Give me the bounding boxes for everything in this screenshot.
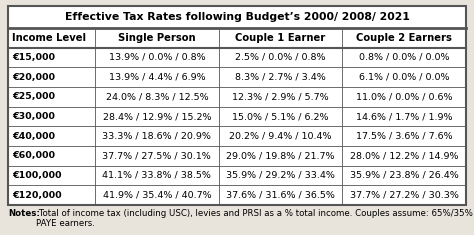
Text: €60,000: €60,000 [12,151,55,160]
Text: €30,000: €30,000 [12,112,55,121]
Text: 37.7% / 27.2% / 30.3%: 37.7% / 27.2% / 30.3% [350,191,459,200]
Text: 12.3% / 2.9% / 5.7%: 12.3% / 2.9% / 5.7% [232,92,329,101]
Text: Income Level: Income Level [12,33,86,43]
Text: €15,000: €15,000 [12,53,55,62]
Text: 41.1% / 33.8% / 38.5%: 41.1% / 33.8% / 38.5% [102,171,211,180]
Text: 20.2% / 9.4% / 10.4%: 20.2% / 9.4% / 10.4% [229,132,332,141]
Bar [8,6,466,205]
Text: 13.9% / 0.0% / 0.8%: 13.9% / 0.0% / 0.8% [109,53,205,62]
Text: 29.0% / 19.8% / 21.7%: 29.0% / 19.8% / 21.7% [226,151,335,160]
Text: 13.9% / 4.4% / 6.9%: 13.9% / 4.4% / 6.9% [109,73,205,82]
Text: 8.3% / 2.7% / 3.4%: 8.3% / 2.7% / 3.4% [235,73,326,82]
Text: 37.6% / 31.6% / 36.5%: 37.6% / 31.6% / 36.5% [226,191,335,200]
Text: €40,000: €40,000 [12,132,55,141]
Text: 11.0% / 0.0% / 0.6%: 11.0% / 0.0% / 0.6% [356,92,452,101]
Text: 15.0% / 5.1% / 6.2%: 15.0% / 5.1% / 6.2% [232,112,329,121]
Text: 6.1% / 0.0% / 0.0%: 6.1% / 0.0% / 0.0% [359,73,449,82]
Text: Effective Tax Rates following Budget’s 2000/ 2008/ 2021: Effective Tax Rates following Budget’s 2… [64,12,410,22]
Text: €120,000: €120,000 [12,191,62,200]
Text: 0.8% / 0.0% / 0.0%: 0.8% / 0.0% / 0.0% [359,53,449,62]
Text: Couple 2 Earners: Couple 2 Earners [356,33,452,43]
Text: €20,000: €20,000 [12,73,55,82]
Text: 35.9% / 23.8% / 26.4%: 35.9% / 23.8% / 26.4% [350,171,458,180]
Text: €100,000: €100,000 [12,171,62,180]
Text: 33.3% / 18.6% / 20.9%: 33.3% / 18.6% / 20.9% [102,132,211,141]
Text: 17.5% / 3.6% / 7.6%: 17.5% / 3.6% / 7.6% [356,132,453,141]
Text: 24.0% / 8.3% / 12.5%: 24.0% / 8.3% / 12.5% [106,92,208,101]
Text: 2.5% / 0.0% / 0.8%: 2.5% / 0.0% / 0.8% [235,53,326,62]
Text: 37.7% / 27.5% / 30.1%: 37.7% / 27.5% / 30.1% [102,151,211,160]
Text: Single Person: Single Person [118,33,196,43]
Text: Notes:: Notes: [8,209,40,218]
Text: 28.0% / 12.2% / 14.9%: 28.0% / 12.2% / 14.9% [350,151,458,160]
Text: 35.9% / 29.2% / 33.4%: 35.9% / 29.2% / 33.4% [226,171,335,180]
Text: 28.4% / 12.9% / 15.2%: 28.4% / 12.9% / 15.2% [102,112,211,121]
Text: 41.9% / 35.4% / 40.7%: 41.9% / 35.4% / 40.7% [102,191,211,200]
Text: Total of income tax (including USC), levies and PRSI as a % total income. Couple: Total of income tax (including USC), lev… [36,209,474,228]
Text: €25,000: €25,000 [12,92,55,101]
Text: 14.6% / 1.7% / 1.9%: 14.6% / 1.7% / 1.9% [356,112,452,121]
Bar [8,6,466,205]
Text: Couple 1 Earner: Couple 1 Earner [236,33,326,43]
